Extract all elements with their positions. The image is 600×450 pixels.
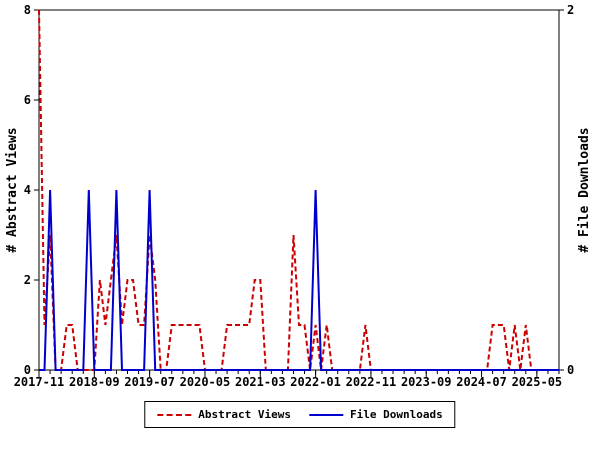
x-tick-label: 2017-11 — [14, 375, 65, 389]
left-tick-label: 8 — [24, 3, 31, 17]
x-tick-label: 2020-05 — [180, 375, 231, 389]
legend-line-abstract-views — [157, 413, 192, 416]
x-tick-label: 2022-11 — [346, 375, 397, 389]
abstract-views-line — [38, 9, 559, 371]
x-tick-label: 2024-07 — [456, 375, 507, 389]
legend-label-file-downloads: File Downloads — [350, 408, 443, 421]
x-tick-label: 2025-05 — [512, 375, 563, 389]
left-tick-label: 6 — [24, 93, 31, 107]
file-downloads-line — [39, 189, 559, 371]
x-tick-label: 2022-01 — [290, 375, 341, 389]
x-tick-label: 2019-07 — [124, 375, 175, 389]
left-tick-label: 0 — [24, 363, 31, 377]
chart-canvas: 2017-11 2018-09 2019-07 2020-05 2021-03 2022-… — [14, 3, 575, 389]
legend-line-file-downloads — [309, 413, 343, 416]
x-tick-label: 2021-03 — [235, 375, 286, 389]
legend-box: Abstract Views File Downloads — [144, 401, 456, 428]
x-tick-label: 2018-09 — [69, 375, 120, 389]
left-tick-label: 2 — [24, 273, 31, 287]
x-tick-label: 2023-09 — [401, 375, 452, 389]
legend-label-abstract-views: Abstract Views — [198, 408, 291, 421]
right-tick-label: 2 — [567, 3, 574, 17]
left-tick-label: 4 — [24, 183, 31, 197]
right-tick-label: 0 — [567, 363, 574, 377]
